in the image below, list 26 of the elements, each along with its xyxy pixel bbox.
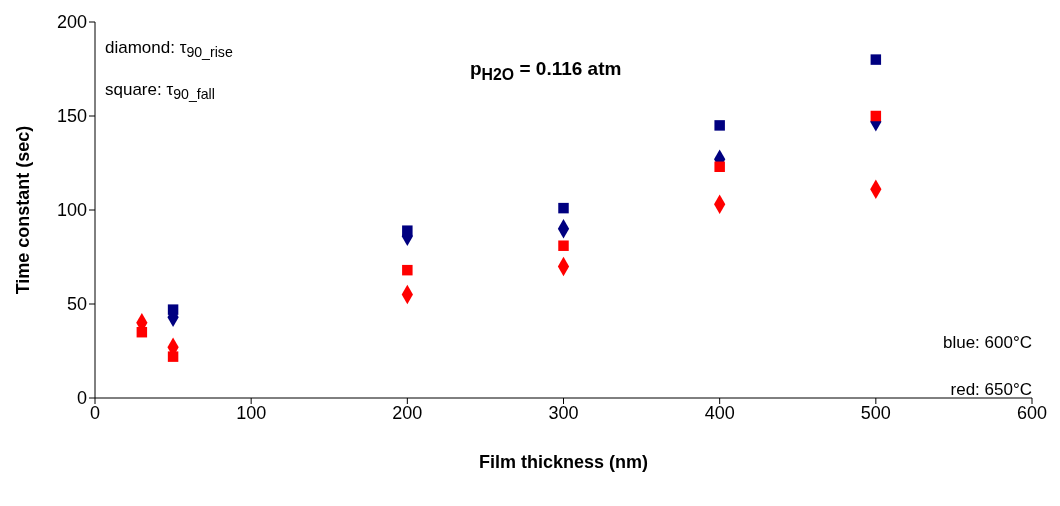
x-tick-label: 200 <box>392 402 423 423</box>
point <box>402 264 413 276</box>
point <box>558 202 569 214</box>
x-axis-title: Film thickness (nm) <box>478 452 649 472</box>
y-tick-label: 150 <box>56 106 87 127</box>
y-axis-title: Time constant (sec) <box>13 125 34 295</box>
y-tick-label: 0 <box>76 388 87 409</box>
annotation: diamond: τ$_{90_rise}$ <box>105 38 233 61</box>
point <box>558 240 569 251</box>
x-tick-label: 0 <box>89 402 101 423</box>
y-tick-label: 200 <box>56 12 87 33</box>
point <box>870 54 882 65</box>
point <box>870 110 882 122</box>
x-tick-label: 600 <box>1016 402 1048 423</box>
annotation: p$_{H2O}$ = 0.116 atm <box>470 58 622 84</box>
y-tick-label: 50 <box>66 294 87 315</box>
x-tick-label: 500 <box>860 402 891 423</box>
annotation: square: τ$_{90_fall}$ <box>105 80 215 103</box>
y-tick-label: 100 <box>56 200 87 221</box>
annotation: blue: 600°C <box>942 333 1032 353</box>
point <box>714 120 725 131</box>
x-tick-label: 100 <box>236 402 267 423</box>
annotation: red: 650°C <box>950 380 1032 400</box>
point <box>714 161 725 172</box>
x-tick-label: 300 <box>548 402 579 423</box>
x-tick-label: 400 <box>704 402 735 423</box>
